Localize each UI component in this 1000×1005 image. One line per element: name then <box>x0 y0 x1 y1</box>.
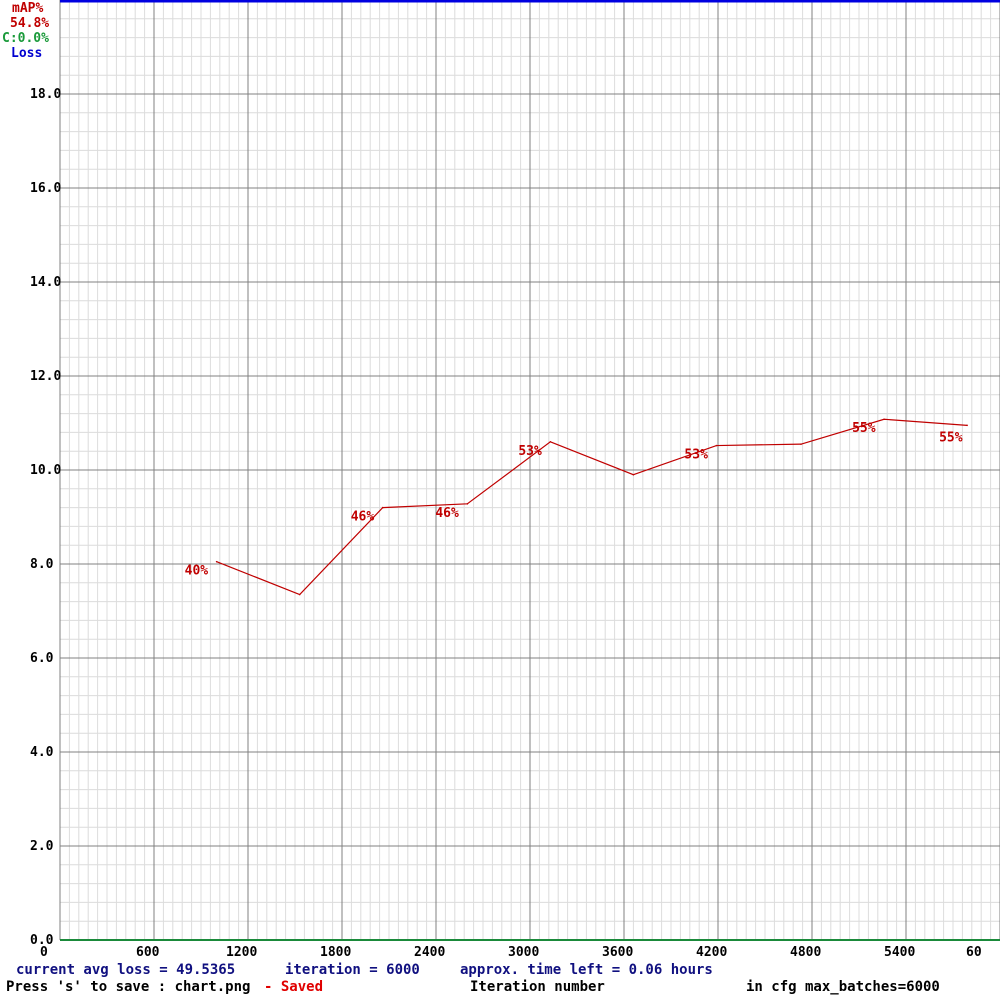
x-axis-label: Iteration number <box>470 979 605 995</box>
map-series-point <box>966 424 968 427</box>
x-tick-label: 600 <box>136 945 160 960</box>
x-tick-label: 0 <box>40 945 48 960</box>
status-saved: - Saved <box>264 979 323 995</box>
status-iteration: iteration = 6000 <box>285 962 420 978</box>
map-point-label: 53% <box>518 444 542 459</box>
map-series-point <box>215 560 218 563</box>
map-series-point <box>381 506 384 509</box>
map-point-label: 55% <box>852 421 876 436</box>
x-tick-label: 2400 <box>414 945 445 960</box>
x-tick-label: 4800 <box>790 945 821 960</box>
y-tick-label: 18.0 <box>30 87 61 102</box>
y-tick-labels: 0.0 2.0 4.0 6.0 8.0 10.0 12.0 14.0 16.0 18.0 <box>30 87 61 948</box>
x-tick-label: 3000 <box>508 945 539 960</box>
map-point-label: 55% <box>939 430 963 445</box>
point-labels: 40% 46% 46% 53% 53% 55% 55% <box>185 421 963 578</box>
major-grid <box>60 0 1000 940</box>
legend: mAP% 54.8% C:0.0% Loss <box>2 1 49 61</box>
map-series-point <box>800 443 802 445</box>
map-point-label: 40% <box>185 564 209 579</box>
map-series-point <box>466 503 469 505</box>
legend-map-value: 54.8% <box>10 16 49 31</box>
status-save-hint: Press 's' to save : chart.png <box>6 979 250 995</box>
y-tick-label: 2.0 <box>30 839 54 854</box>
y-tick-label: 12.0 <box>30 369 61 384</box>
y-tick-label: 6.0 <box>30 651 54 666</box>
map-point-label: 46% <box>435 506 459 521</box>
y-tick-label: 14.0 <box>30 275 61 290</box>
x-tick-label: 5400 <box>884 945 915 960</box>
x-tick-label: 4200 <box>696 945 727 960</box>
legend-c-label: C:0.0% <box>2 31 49 46</box>
y-tick-label: 10.0 <box>30 463 61 478</box>
map-point-label: 53% <box>684 448 708 463</box>
map-series-point <box>632 473 635 476</box>
legend-loss-label: Loss <box>11 46 42 61</box>
map-point-label: 46% <box>351 510 375 525</box>
status-time-left: approx. time left = 0.06 hours <box>460 962 713 978</box>
x-tick-label: 1200 <box>226 945 257 960</box>
y-tick-label: 0.0 <box>30 933 54 948</box>
x-tick-labels: 0 600 1200 1800 2400 3000 3600 4200 4800 5400 60 <box>40 945 982 960</box>
y-tick-label: 16.0 <box>30 181 61 196</box>
y-tick-label: 4.0 <box>30 745 54 760</box>
legend-map-label: mAP% <box>12 1 43 16</box>
map-series-point <box>298 593 301 596</box>
status-max-batches: in cfg max_batches=6000 <box>746 979 940 995</box>
map-series-point <box>549 441 552 443</box>
axes <box>59 0 1000 941</box>
map-series-point <box>715 444 718 447</box>
y-tick-label: 8.0 <box>30 557 54 572</box>
x-tick-label: 1800 <box>320 945 351 960</box>
x-tick-label: 60 <box>966 945 982 960</box>
status-avg-loss: current avg loss = 49.5365 <box>16 962 235 978</box>
status-bar: current avg loss = 49.5365 iteration = 6… <box>6 962 940 995</box>
x-tick-label: 3600 <box>602 945 633 960</box>
map-series-point <box>883 418 885 421</box>
series-layer <box>60 0 1000 596</box>
map-series-line <box>216 418 968 596</box>
